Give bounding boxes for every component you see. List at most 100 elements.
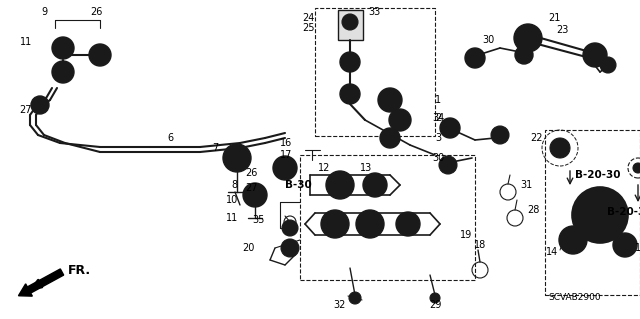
Text: 17: 17 [280, 150, 292, 160]
Circle shape [229, 150, 245, 166]
Circle shape [340, 52, 360, 72]
FancyArrow shape [19, 269, 63, 296]
Circle shape [385, 133, 395, 143]
Text: 32: 32 [334, 300, 346, 310]
Circle shape [465, 48, 485, 68]
Circle shape [439, 156, 457, 174]
Circle shape [369, 179, 381, 191]
Circle shape [281, 239, 299, 257]
Text: 7: 7 [212, 143, 218, 153]
Circle shape [613, 233, 637, 257]
Text: 9: 9 [41, 7, 47, 17]
Circle shape [340, 84, 360, 104]
Text: 26: 26 [246, 168, 258, 178]
Text: B-20-30: B-20-30 [607, 207, 640, 217]
Circle shape [31, 96, 49, 114]
Text: 13: 13 [360, 163, 372, 173]
Bar [338, 10, 363, 40]
Circle shape [633, 163, 640, 173]
Circle shape [600, 57, 616, 73]
Text: 24: 24 [303, 13, 315, 23]
Circle shape [349, 292, 361, 304]
Text: 2: 2 [435, 113, 441, 123]
Circle shape [363, 173, 387, 197]
Circle shape [94, 49, 106, 61]
Text: 3: 3 [435, 133, 441, 143]
Text: 20: 20 [243, 243, 255, 253]
Text: 23: 23 [556, 25, 568, 35]
Text: 34: 34 [433, 113, 445, 123]
Circle shape [521, 31, 535, 45]
Text: 31: 31 [520, 180, 532, 190]
Circle shape [273, 156, 297, 180]
Text: 28: 28 [527, 205, 540, 215]
Text: 14: 14 [546, 247, 558, 257]
Circle shape [345, 89, 355, 99]
Circle shape [445, 123, 455, 133]
Text: 11: 11 [20, 37, 32, 47]
Circle shape [52, 61, 74, 83]
Text: 25: 25 [303, 23, 315, 33]
Text: 30: 30 [482, 35, 494, 45]
Circle shape [248, 188, 262, 202]
Text: 1: 1 [435, 95, 441, 105]
Circle shape [328, 217, 342, 231]
Text: 29: 29 [429, 300, 441, 310]
Text: 27: 27 [19, 105, 32, 115]
Circle shape [491, 126, 509, 144]
Bar [545, 130, 640, 295]
Circle shape [380, 128, 400, 148]
Circle shape [430, 293, 440, 303]
Circle shape [402, 218, 414, 230]
Text: 6: 6 [167, 133, 173, 143]
Circle shape [336, 181, 344, 189]
Text: 11: 11 [226, 213, 238, 223]
Circle shape [389, 109, 411, 131]
Circle shape [583, 43, 607, 67]
Bar [300, 155, 475, 280]
Circle shape [35, 100, 45, 110]
Text: 15: 15 [635, 243, 640, 253]
Circle shape [470, 53, 480, 63]
Circle shape [395, 115, 405, 125]
Circle shape [52, 37, 74, 59]
Circle shape [520, 51, 528, 59]
Text: SCVAB2900: SCVAB2900 [548, 293, 600, 302]
Circle shape [282, 220, 298, 236]
Circle shape [89, 44, 111, 66]
Circle shape [97, 52, 103, 58]
Text: 21: 21 [548, 13, 560, 23]
Circle shape [332, 177, 348, 193]
Text: 22: 22 [531, 133, 543, 143]
Circle shape [279, 162, 291, 174]
Circle shape [595, 210, 605, 220]
Circle shape [590, 205, 610, 225]
Text: FR.: FR. [68, 264, 91, 278]
Circle shape [57, 66, 69, 78]
Circle shape [572, 187, 628, 243]
Circle shape [243, 183, 267, 207]
Circle shape [321, 210, 349, 238]
Text: 26: 26 [90, 7, 102, 17]
Text: 19: 19 [460, 230, 472, 240]
Circle shape [384, 94, 396, 106]
Circle shape [60, 69, 66, 75]
Text: 10: 10 [226, 195, 238, 205]
Circle shape [223, 144, 251, 172]
Text: 12: 12 [318, 163, 330, 173]
Circle shape [559, 226, 587, 254]
Circle shape [60, 45, 66, 51]
Circle shape [619, 239, 631, 251]
Text: 16: 16 [280, 138, 292, 148]
Circle shape [345, 57, 355, 67]
Circle shape [363, 217, 377, 231]
Circle shape [378, 88, 402, 112]
Circle shape [589, 49, 601, 61]
Text: 30: 30 [433, 153, 445, 163]
Circle shape [356, 210, 384, 238]
Text: 33: 33 [368, 7, 380, 17]
Text: 18: 18 [474, 240, 486, 250]
Circle shape [440, 118, 460, 138]
Circle shape [566, 233, 580, 247]
Circle shape [396, 212, 420, 236]
